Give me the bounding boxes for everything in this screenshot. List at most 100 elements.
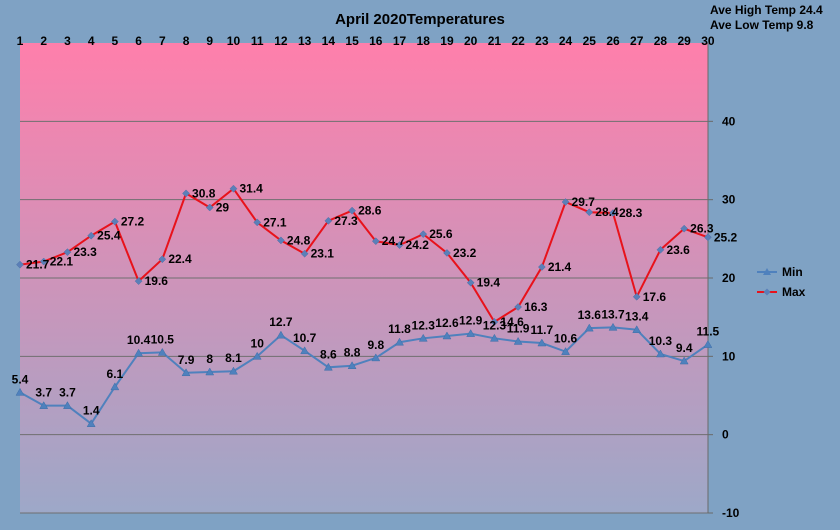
data-label-min: 10.5 xyxy=(151,332,175,346)
data-label-max: 23.2 xyxy=(453,246,477,260)
series-layer xyxy=(15,184,713,427)
x-tick-label: 3 xyxy=(64,34,71,48)
legend-marker-min xyxy=(763,268,771,275)
data-label-min: 10.3 xyxy=(649,334,673,348)
data-point-min xyxy=(229,366,238,375)
data-label-min: 6.1 xyxy=(107,367,124,381)
data-label-max: 28.3 xyxy=(619,206,643,220)
x-tick-label: 8 xyxy=(183,34,190,48)
x-tick-label: 2 xyxy=(40,34,47,48)
data-label-min: 7.9 xyxy=(178,353,195,367)
x-tick-label: 1 xyxy=(17,34,24,48)
y-tick-label: 0 xyxy=(722,428,729,442)
data-label-min: 3.7 xyxy=(59,386,76,400)
data-point-max xyxy=(229,184,238,193)
y-tick-labels: -10 0 10 20 30 40 xyxy=(722,114,740,520)
data-point-max xyxy=(656,245,665,254)
data-label-max: 25.4 xyxy=(97,229,121,243)
data-label-min: 10.7 xyxy=(293,331,317,345)
data-point-min xyxy=(489,333,499,342)
data-label-min: 8 xyxy=(206,352,213,366)
data-label-max: 21.4 xyxy=(548,260,572,274)
data-point-min xyxy=(395,337,404,346)
x-tick-label: 13 xyxy=(298,34,312,48)
data-point-min xyxy=(513,336,523,345)
x-tick-label: 27 xyxy=(630,34,644,48)
data-label-min: 10 xyxy=(251,336,265,350)
data-label-min: 11.8 xyxy=(388,322,411,336)
data-label-min: 5.4 xyxy=(12,372,29,386)
data-point-min xyxy=(300,346,310,355)
x-tick-label: 23 xyxy=(535,34,549,48)
series-line-min xyxy=(19,326,709,426)
data-label-max: 19.6 xyxy=(145,274,169,288)
data-label-min: 11.5 xyxy=(697,325,720,339)
data-point-max xyxy=(537,263,546,271)
data-label-max: 14.6 xyxy=(500,315,524,329)
data-point-max xyxy=(680,224,689,233)
data-label-max: 29 xyxy=(216,201,230,215)
data-point-max xyxy=(39,257,48,266)
x-tick-label: 17 xyxy=(393,34,407,48)
gridlines xyxy=(20,120,713,514)
data-label-max: 21.7 xyxy=(26,258,50,272)
y-tick-label: 30 xyxy=(722,193,736,207)
x-tick-label: 5 xyxy=(112,34,119,48)
data-point-max xyxy=(514,303,522,311)
data-labels-layer: 5.4 3.7 3.7 1.4 6.1 10.4 10.57.9 8 8.1 10 12.710.7… xyxy=(12,182,738,418)
data-point-max xyxy=(277,236,285,245)
data-label-min: 12.3 xyxy=(412,318,436,332)
data-point-min xyxy=(205,367,215,376)
data-point-min xyxy=(656,349,665,358)
data-point-min xyxy=(371,353,381,362)
data-label-min: 12.9 xyxy=(459,314,483,328)
data-label-max: 23.6 xyxy=(666,243,690,257)
data-point-max xyxy=(466,278,475,287)
x-tick-label: 19 xyxy=(440,34,454,48)
x-tick-label: 11 xyxy=(251,34,264,48)
data-label-min: 8.1 xyxy=(225,351,242,365)
data-label-min: 10.4 xyxy=(127,333,151,347)
y-tick-label: 40 xyxy=(722,114,736,128)
legend-label-max: Max xyxy=(782,285,806,299)
data-label-max: 29.7 xyxy=(572,195,596,209)
data-label-max: 23.3 xyxy=(73,245,97,259)
x-tick-label: 9 xyxy=(206,34,213,48)
ave-low-annotation: Ave Low Temp 9.8 xyxy=(710,18,814,32)
chart-title: April 2020Temperatures xyxy=(335,11,505,28)
x-tick-label: 21 xyxy=(488,34,502,48)
x-tick-label: 26 xyxy=(606,34,620,48)
data-point-min xyxy=(466,329,476,337)
data-label-max: 22.1 xyxy=(50,255,74,269)
data-point-max xyxy=(205,203,214,212)
data-point-max xyxy=(182,189,190,198)
y-tick-label: -10 xyxy=(722,506,740,520)
data-point-max xyxy=(63,248,72,257)
x-tick-label: 14 xyxy=(322,34,336,48)
data-point-min xyxy=(418,333,428,342)
x-tick-label: 24 xyxy=(559,34,573,48)
data-label-max: 17.6 xyxy=(643,290,667,304)
data-point-max xyxy=(253,218,262,227)
x-tick-label: 10 xyxy=(227,34,241,48)
data-point-min xyxy=(632,325,642,333)
data-point-max xyxy=(395,241,404,249)
x-tick-label: 4 xyxy=(88,34,95,48)
x-tick-label: 7 xyxy=(159,34,166,48)
x-tick-label: 15 xyxy=(345,34,359,48)
data-point-min xyxy=(252,351,262,360)
data-label-max: 24.2 xyxy=(406,238,430,252)
legend-label-min: Min xyxy=(782,265,803,279)
x-tick-label: 20 xyxy=(464,34,478,48)
x-tick-label: 16 xyxy=(369,34,383,48)
data-label-max: 24.8 xyxy=(287,233,311,247)
data-point-min xyxy=(39,401,49,409)
series-line-max xyxy=(19,187,709,324)
legend-marker-max xyxy=(763,288,771,296)
data-point-min xyxy=(608,322,618,331)
data-point-max xyxy=(609,209,617,217)
x-tick-label: 18 xyxy=(417,34,431,48)
data-point-min xyxy=(442,331,452,340)
data-point-max xyxy=(561,198,570,206)
legend: Min Max xyxy=(757,265,806,299)
